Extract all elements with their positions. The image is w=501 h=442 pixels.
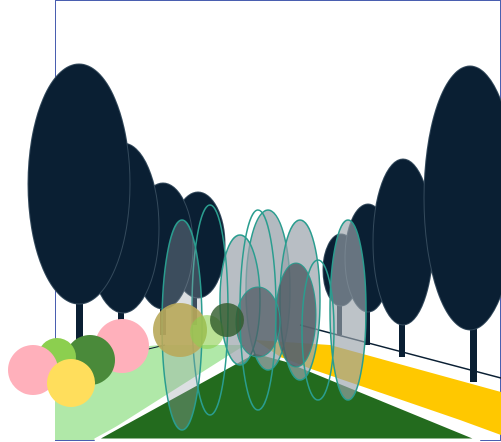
shrub-cluster bbox=[8, 303, 244, 407]
tree bbox=[423, 65, 501, 382]
tree-grey bbox=[329, 219, 367, 401]
shrub-yellow bbox=[47, 359, 95, 407]
shrub-darkgreen bbox=[210, 303, 244, 337]
tree-grey bbox=[275, 262, 317, 368]
path-right bbox=[255, 340, 501, 435]
tree bbox=[27, 63, 131, 355]
tree-outline bbox=[301, 259, 335, 401]
shrub-olive bbox=[153, 303, 207, 357]
shrub-pink bbox=[8, 345, 58, 395]
